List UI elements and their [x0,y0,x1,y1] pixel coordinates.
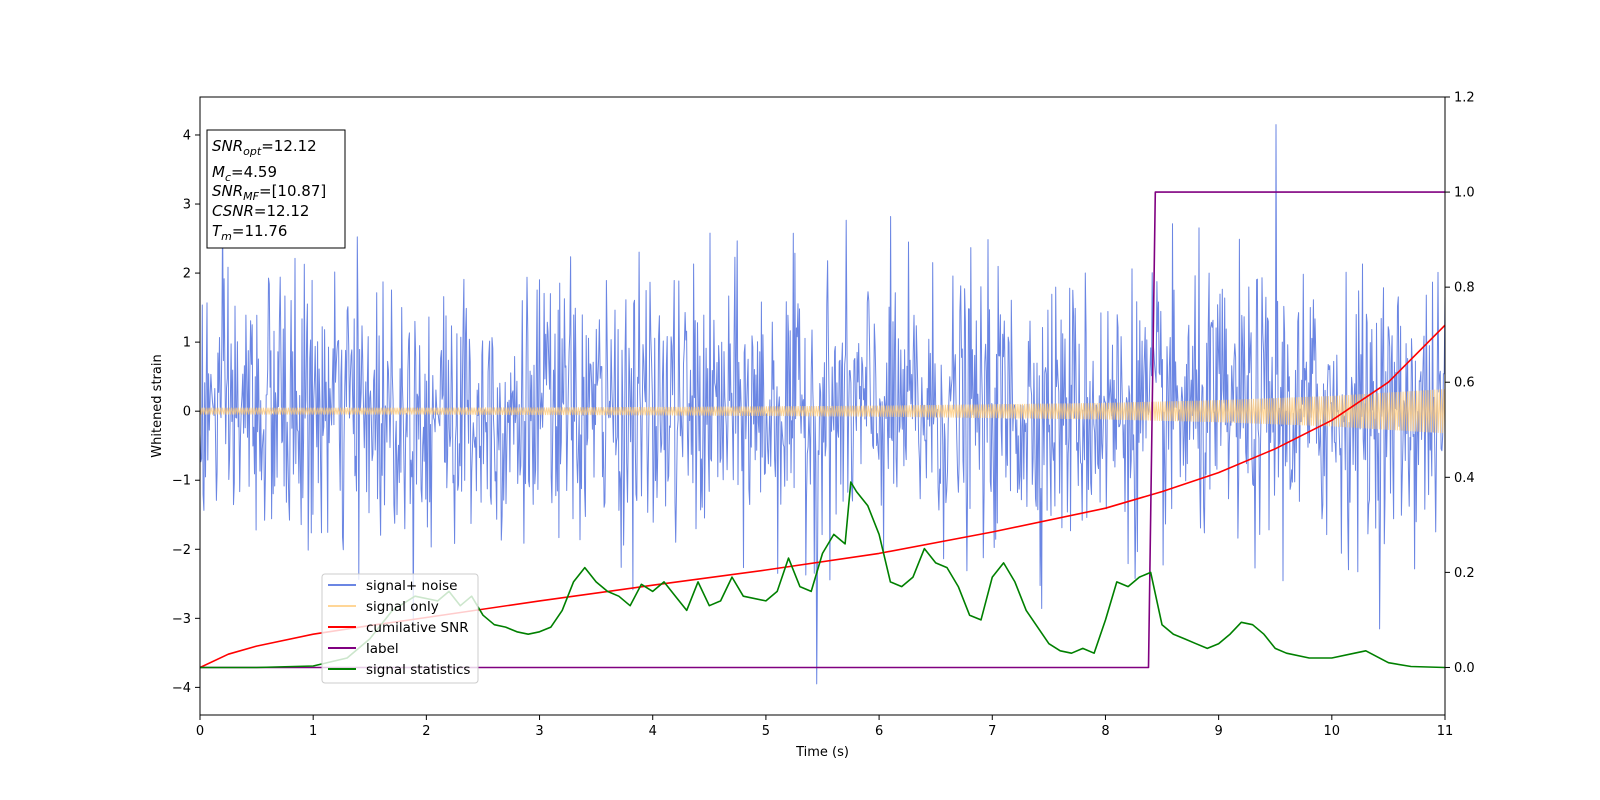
legend-frame [321,573,479,684]
annotation-value: =4.59 [231,163,277,181]
annotation-line: CSNR=12.12 [212,202,309,220]
annotation-line: Tm=11.76 [212,222,287,243]
y-tick-label-right: 0.8 [1454,281,1475,296]
annotation-symbol: M [212,163,225,181]
annotation-value: =[10.87] [259,182,326,200]
annotation-line: SNRopt=12.12 [212,137,317,158]
annotation-subscript: MF [243,190,259,203]
x-axis: 0 1 2 3 4 5 6 7 8 9 10 11 [196,715,1453,739]
y-tick-label-left: 4 [183,128,191,143]
x-tick-label: 9 [1214,724,1222,739]
annotation-value: =11.76 [232,222,288,240]
annotation-value: =12.12 [261,137,317,155]
annotation-subscript: opt [243,145,262,158]
x-tick-label: 3 [535,724,543,739]
y-tick-label-left: −3 [172,612,191,627]
y-tick-label-right: 1.2 [1454,91,1475,106]
legend: signal+ noise signal only cumilative SNR la… [321,573,479,684]
series-layer [200,124,1445,685]
legend-label: cumilative SNR [366,620,469,636]
annotation-symbol: CSNR [212,202,254,220]
x-tick-label: 4 [649,724,657,739]
y-axis-label: Whitened strain [150,354,165,457]
x-tick-label: 11 [1437,724,1454,739]
x-tick-label: 1 [309,724,317,739]
series-signal-statistics-line [200,481,1445,669]
legend-label: signal only [366,599,439,615]
y-tick-label-left: 3 [183,198,191,213]
x-tick-label: 0 [196,724,204,739]
legend-label: signal statistics [366,662,470,678]
series-cumilative-snr-line [200,324,1445,669]
x-axis-label: Time (s) [795,745,849,760]
y-tick-label-left: 1 [183,336,191,351]
y-tick-label-right: 1.0 [1454,186,1475,201]
annotation-line: SNRMF=[10.87] [212,182,326,203]
legend-label: label [366,641,399,657]
y-tick-label-right: 0.0 [1454,661,1475,676]
y-tick-label-right: 0.2 [1454,566,1475,581]
series-signal-only-line [200,389,1445,434]
y-axis-left: −4 −3 −2 −1 0 1 2 3 4 [172,128,200,696]
y-tick-label-left: 2 [183,267,191,282]
y-tick-label-left: −2 [172,543,191,558]
x-tick-label: 5 [762,724,770,739]
y-tick-label-left: 0 [183,405,191,420]
y-axis-right: 0.0 0.2 0.4 0.6 0.8 1.0 1.2 [1445,91,1475,676]
plot-frame [199,96,1446,716]
legend-label: signal+ noise [366,578,457,594]
annotation-subscript: c [225,171,231,184]
x-tick-label: 7 [988,724,996,739]
x-tick-label: 2 [422,724,430,739]
annotation-symbol: SNR [212,182,243,200]
series-label-line [200,191,1445,669]
annotation-subscript: m [221,230,232,243]
series-signal-noise-line [200,124,1445,685]
y-tick-label-right: 0.4 [1454,471,1475,486]
x-tick-label: 6 [875,724,883,739]
x-tick-label: 8 [1101,724,1109,739]
y-tick-label-left: −1 [172,474,191,489]
annotation-symbol: SNR [212,137,243,155]
annotation-box: SNRopt=12.12Mc=4.59SNRMF=[10.87]CSNR=12.… [206,129,346,249]
y-tick-label-left: −4 [172,681,191,696]
annotation-value: =12.12 [254,202,310,220]
annotation-symbol: T [212,222,223,240]
x-tick-label: 10 [1324,724,1341,739]
y-tick-label-right: 0.6 [1454,376,1475,391]
annotation-line: Mc=4.59 [212,163,277,184]
